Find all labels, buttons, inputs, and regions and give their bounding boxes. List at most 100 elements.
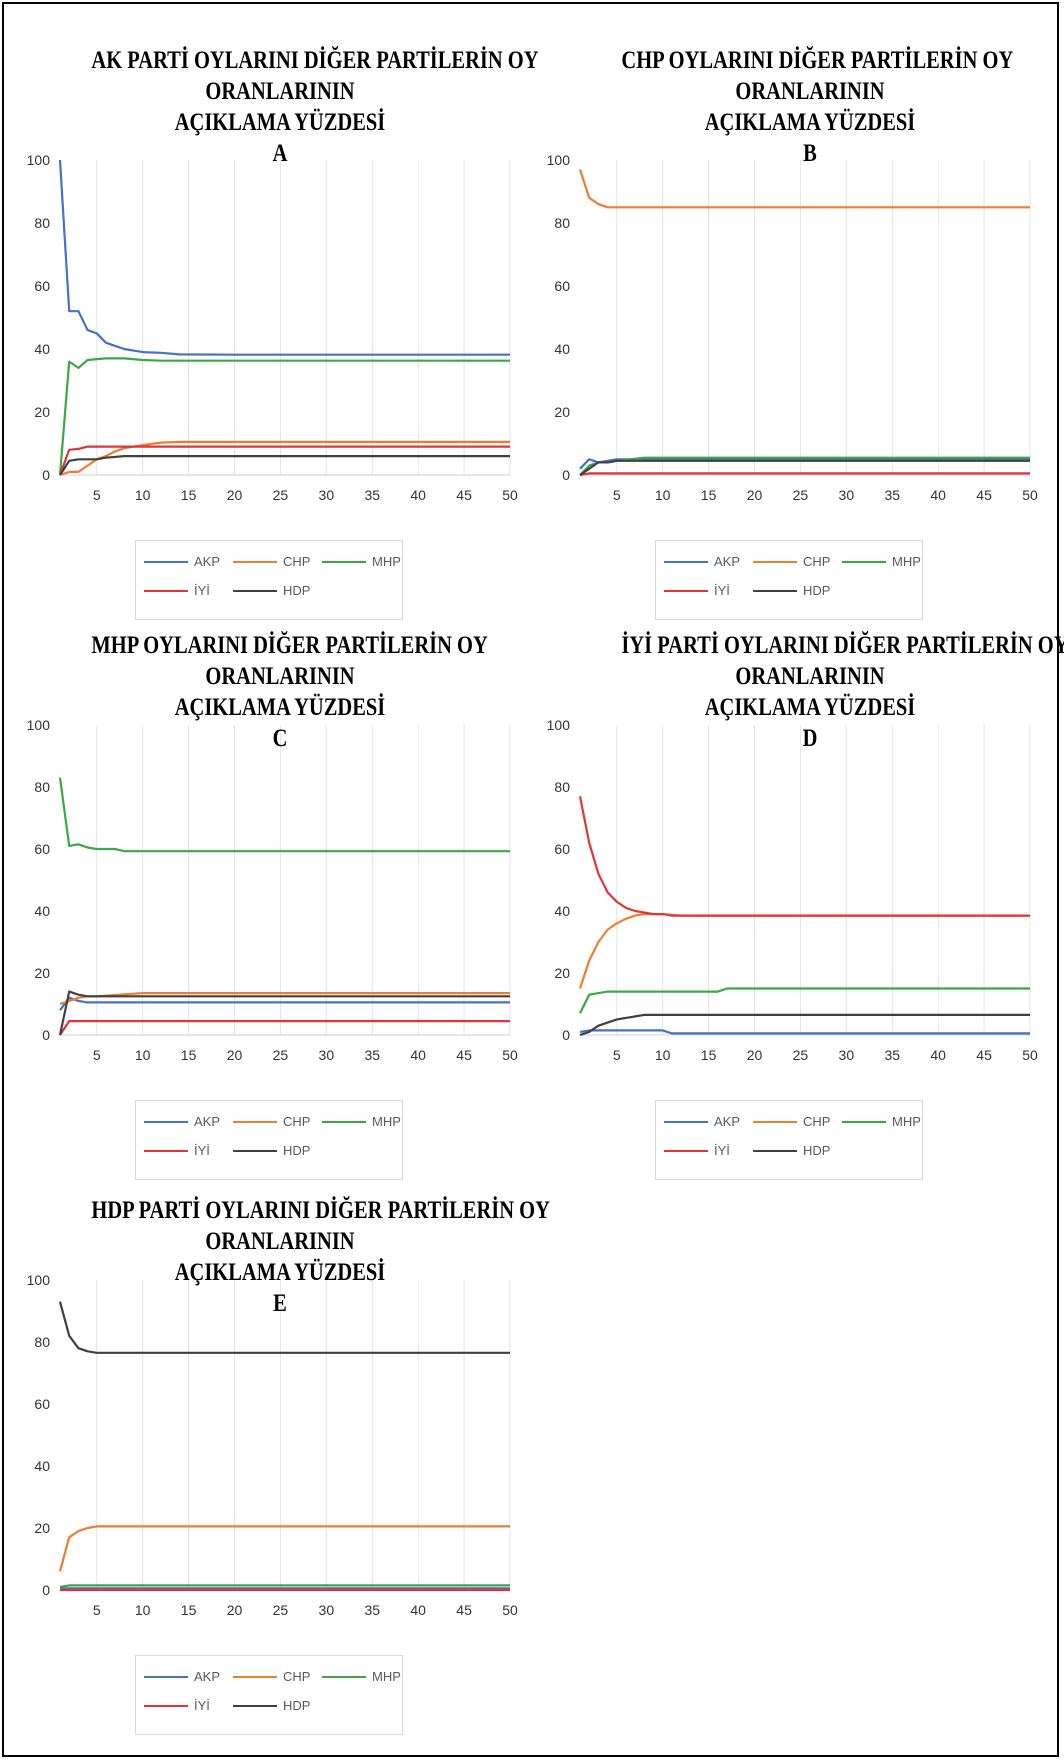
series-line-akp [579,1029,1030,1035]
x-tick-label: 10 [655,487,671,503]
legend-item-chp: CHP [233,1114,310,1130]
x-tick-label: 10 [655,1047,671,1063]
legend-label: MHP [892,1114,921,1129]
y-tick-label: 80 [34,779,50,795]
legend-label: AKP [194,554,221,569]
legend-label: MHP [372,1669,401,1684]
chart-panel-letter: B [803,140,817,167]
x-tick-label: 30 [839,1047,855,1063]
x-tick-label: 35 [884,487,900,503]
chart-title-line: AÇIKLAMA YÜZDESİ [704,694,916,721]
chart-legend: AKP CHP MHP İYİ HDP [655,1100,923,1180]
legend-label: HDP [283,583,311,598]
x-tick-label: 50 [502,1047,518,1063]
legend-item-mhp: MHP [842,554,921,570]
legend-label: HDP [803,583,831,598]
legend-swatch [144,1120,188,1123]
legend-swatch [322,560,366,563]
series-line-hdp [58,1301,510,1354]
legend-swatch [233,560,277,563]
y-tick-label: 40 [34,1458,50,1474]
y-tick-label: 60 [554,278,570,294]
legend-label: İYİ [194,1143,210,1158]
y-tick-label: 100 [27,152,51,168]
legend-item-iyi: İYİ [144,1143,210,1159]
y-tick-label: 80 [554,215,570,231]
x-tick-label: 5 [613,487,621,503]
chart-panel-e: 0 20 40 60 80 100 5 10 15 20 25 30 35 40 45 50 HDP PARTİ… [10,1195,550,1755]
x-tick-label: 30 [839,487,855,503]
series-line-iyi [58,445,510,476]
series-line-hdp [58,990,510,1036]
chart-legend: AKP CHP MHP İYİ HDP [655,540,923,620]
legend-item-chp: CHP [233,1669,310,1685]
chart-title-line: AÇIKLAMA YÜZDESİ [174,1259,386,1286]
y-tick-label: 40 [34,341,50,357]
legend-swatch [144,1704,188,1707]
y-tick-label: 0 [42,1027,50,1043]
x-tick-label: 40 [930,1047,946,1063]
legend-label: CHP [283,554,311,569]
y-tick-label: 20 [34,965,50,981]
legend-item-chp: CHP [753,1114,830,1130]
line-chart: 0 20 40 60 80 100 5 10 15 20 25 30 35 40 45 50 [27,152,518,503]
legend-label: MHP [892,554,921,569]
chart-title-line: ORANLARININ [205,663,355,690]
legend-swatch [664,589,708,592]
y-tick-label: 40 [554,341,570,357]
legend-item-hdp: HDP [753,1143,830,1159]
x-tick-label: 30 [319,1047,335,1063]
legend-item-akp: AKP [144,1669,220,1685]
legend-item-iyi: İYİ [144,583,210,599]
x-tick-label: 45 [976,487,992,503]
series-line-iyi [579,472,1030,477]
chart-title-line: AÇIKLAMA YÜZDESİ [174,109,386,136]
x-tick-label: 35 [364,487,380,503]
y-tick-label: 60 [554,841,570,857]
x-tick-label: 15 [701,1047,717,1063]
series-line-chp [578,913,1030,989]
legend-item-iyi: İYİ [664,583,730,599]
series-line-iyi [578,796,1030,917]
x-tick-label: 25 [273,487,289,503]
legend-item-akp: AKP [664,554,740,570]
legend-label: CHP [803,554,831,569]
x-tick-label: 50 [1022,487,1038,503]
legend-swatch [753,560,797,563]
legend-item-iyi: İYİ [144,1698,210,1714]
x-tick-label: 40 [410,1602,426,1618]
x-tick-label: 20 [227,1602,243,1618]
x-tick-label: 25 [793,1047,809,1063]
line-chart: 0 20 40 60 80 100 5 10 15 20 25 30 35 40 45 50 [547,717,1038,1063]
x-tick-label: 5 [613,1047,621,1063]
x-tick-label: 35 [884,1047,900,1063]
y-tick-label: 20 [34,1520,50,1536]
x-tick-label: 35 [364,1602,380,1618]
series-line-akp [58,159,510,356]
legend-swatch [753,1120,797,1123]
chart-legend: AKP CHP MHP İYİ HDP [135,1655,403,1735]
legend-swatch [322,1120,366,1123]
line-chart: 0 20 40 60 80 100 5 10 15 20 25 30 35 40 45 50 [27,1272,518,1618]
y-tick-label: 100 [547,717,571,733]
chart-title-line: MHP OYLARINI DİĞER PARTİLERİN OY [91,632,488,659]
y-tick-label: 0 [562,467,570,483]
chart-title-line: AK PARTİ OYLARINI DİĞER PARTİLERİN OY [91,47,539,74]
legend-label: İYİ [194,1698,210,1713]
legend-item-hdp: HDP [233,1698,310,1714]
chart-title-line: ORANLARININ [735,78,885,105]
legend-item-mhp: MHP [842,1114,921,1130]
legend-item-hdp: HDP [233,1143,310,1159]
y-tick-label: 0 [562,1027,570,1043]
series-line-hdp [579,459,1030,476]
chart-title-line: AÇIKLAMA YÜZDESİ [174,694,386,721]
legend-swatch [233,1120,277,1123]
chart-title: İYİ PARTİ OYLARINI DİĞER PARTİLERİN OY OR… [621,630,1064,754]
series-line-akp [579,458,1030,470]
series-line-hdp [579,1013,1030,1037]
series-line-chp [59,440,510,477]
x-tick-label: 40 [410,487,426,503]
legend-item-chp: CHP [753,554,830,570]
chart-panel-letter: D [802,725,818,752]
